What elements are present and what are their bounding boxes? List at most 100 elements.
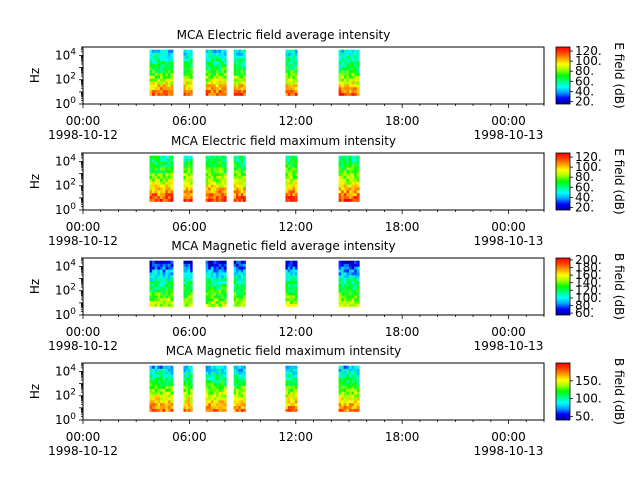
spectrogram-cell (218, 184, 222, 188)
spectrogram-cell (157, 89, 161, 93)
spectrogram-cell (149, 397, 153, 401)
spectrogram-cell (294, 292, 298, 296)
spectrogram-cell (185, 365, 189, 369)
panel-2: MCA Electric field maximum intensity1001… (28, 134, 626, 248)
spectrogram-cell (343, 283, 347, 287)
spectrogram-cell (356, 297, 360, 302)
spectrogram-cell (154, 365, 158, 369)
spectrogram-cell (290, 58, 293, 62)
spectrogram-cell (162, 49, 166, 53)
spectrogram-cell (185, 272, 189, 276)
spectrogram-cell (354, 292, 358, 296)
spectrogram-cell (240, 52, 244, 56)
spectrogram-cell (285, 164, 289, 168)
spectrogram-cell (154, 64, 158, 68)
spectrogram-cell (170, 192, 174, 197)
spectrogram-cell (240, 405, 244, 409)
spectrogram-cell (154, 164, 158, 168)
spectrogram-cell (165, 275, 169, 279)
spectrogram-cell (343, 280, 347, 284)
spectrogram-cell (221, 382, 225, 387)
colorbar-tick-label: 100. (575, 291, 602, 305)
spectrogram-cell (210, 277, 214, 282)
spectrogram-cell (183, 198, 186, 202)
spectrogram-cell (187, 269, 191, 273)
spectrogram-cell (356, 55, 360, 59)
spectrogram-cell (218, 405, 222, 409)
spectrogram-cell (208, 397, 212, 401)
spectrogram-cell (213, 158, 217, 162)
spectrogram-cell (160, 86, 163, 91)
spectrogram-cell (292, 72, 296, 76)
spectrogram-cell (240, 382, 244, 387)
spectrogram-cell (356, 164, 360, 168)
spectrogram-cell (233, 192, 237, 197)
spectrogram-cell (205, 292, 209, 296)
spectrogram-cell (215, 408, 219, 412)
spectrogram-cell (210, 69, 214, 73)
spectrogram-cell (341, 64, 345, 68)
spectrogram-cell (346, 84, 350, 88)
spectrogram-cell (341, 286, 345, 290)
spectrogram-cell (338, 167, 342, 171)
spectrogram-cell (346, 405, 350, 409)
spectrogram-cell (221, 198, 225, 202)
spectrogram-cell (243, 368, 246, 372)
spectrogram-cell (233, 164, 237, 168)
spectrogram-cell (183, 388, 186, 392)
spectrogram-cell (154, 402, 158, 407)
spectrogram-cell (223, 155, 227, 159)
spectrogram-cell (294, 89, 298, 93)
spectrogram-cell (356, 365, 360, 369)
colorbar-label: E field (dB) (612, 42, 626, 108)
spectrogram-cell (223, 78, 227, 82)
spectrogram-cell (290, 195, 293, 199)
spectrogram-cell (238, 158, 242, 162)
spectrogram-cell (210, 72, 214, 76)
spectrogram-cell (240, 368, 244, 372)
spectrogram-cell (223, 84, 227, 88)
spectrogram-cell (240, 170, 244, 174)
spectrogram-cell (218, 303, 222, 307)
spectrogram-cell (348, 368, 352, 372)
spectrogram-cell (240, 69, 244, 73)
colorbar (555, 257, 571, 316)
spectrogram-cell (233, 377, 237, 381)
spectrogram-cell (238, 64, 242, 68)
spectrogram-cell (154, 192, 158, 197)
spectrogram-cell (233, 49, 237, 53)
spectrogram-cell (160, 69, 163, 73)
spectrogram-cell (165, 155, 169, 159)
spectrogram-cell (343, 402, 347, 407)
spectrogram-cell (223, 286, 227, 290)
spectrogram-cell (170, 272, 174, 276)
spectrogram-cell (183, 295, 186, 299)
spectrogram-cell (215, 382, 219, 387)
spectrogram-cell (152, 66, 156, 71)
spectrogram-cell (213, 192, 217, 197)
spectrogram-cell (294, 365, 298, 369)
spectrogram-cell (205, 55, 209, 59)
spectrogram-cell (292, 269, 296, 273)
spectrogram-cell (160, 75, 163, 79)
spectrogram-cell (213, 400, 217, 404)
spectrogram-cell (208, 388, 212, 392)
spectrogram-cell (356, 69, 360, 73)
spectrogram-cell (187, 158, 191, 162)
spectrogram-cell (160, 385, 163, 389)
spectrogram-cell (205, 184, 209, 188)
spectrogram-cell (221, 187, 225, 191)
spectrogram-cell (185, 181, 189, 185)
spectrogram-cell (285, 374, 289, 378)
spectrogram-cell (162, 400, 166, 404)
spectrogram-cell (351, 377, 355, 381)
spectrogram-cell (149, 175, 153, 179)
spectrogram-cell (240, 380, 244, 384)
spectrogram-cell (167, 84, 171, 88)
spectrogram-cell (343, 300, 347, 304)
spectrogram-cell (170, 66, 174, 71)
spectrogram-cell (221, 181, 225, 185)
spectrogram-cell (233, 380, 237, 384)
spectrogram-cell (285, 89, 289, 93)
spectrogram-cell (190, 72, 193, 76)
